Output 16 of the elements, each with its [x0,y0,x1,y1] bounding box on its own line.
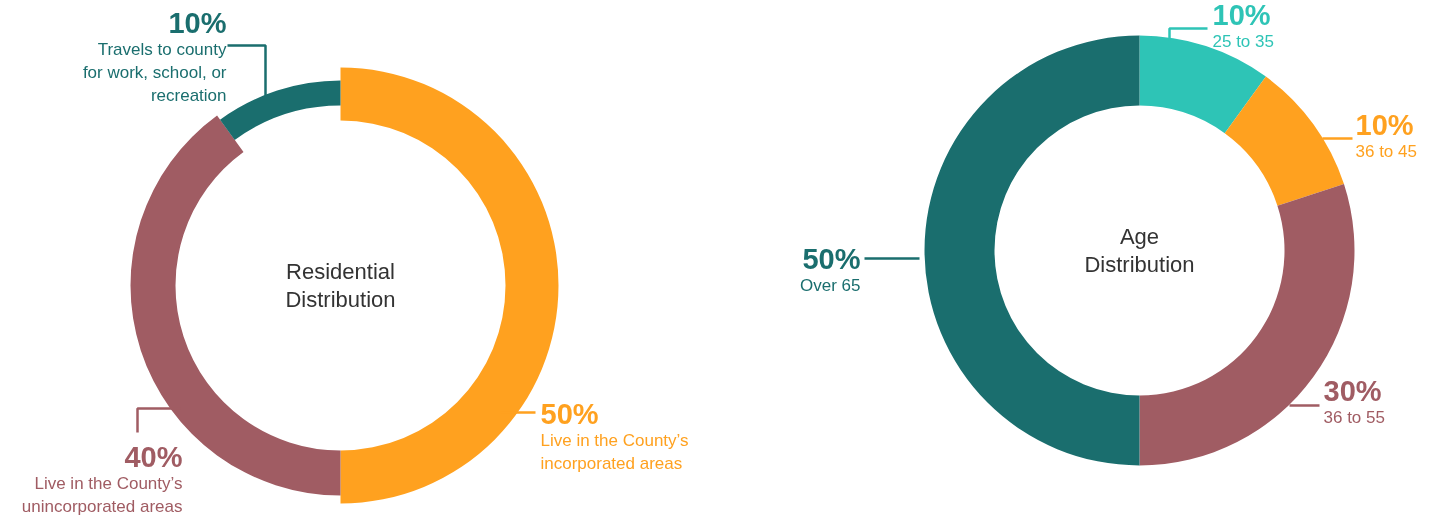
data-label: 30% [1323,374,1382,407]
data-label: 50% [540,397,599,430]
slice-label: 36 to 45 [1355,142,1417,161]
slice-label: 25 to 35 [1212,32,1274,51]
data-label: 40% [124,440,183,473]
data-label: 10% [168,6,227,39]
text: Residential Distribution [285,259,396,312]
slice-label: Over 65 [800,276,861,295]
text: Age Distribution [1084,224,1195,277]
data-label: 10% [1355,108,1414,141]
slice-label: Live in the County’s incorporated areas [540,431,689,473]
slice-label: 36 to 55 [1323,408,1385,427]
slice-label: Live in the County’s unincorporated areas [21,474,183,516]
data-label: 50% [802,242,861,275]
data-label: 10% [1212,0,1271,31]
slice-label: Travels to county for work, school, or recreation [82,40,227,105]
